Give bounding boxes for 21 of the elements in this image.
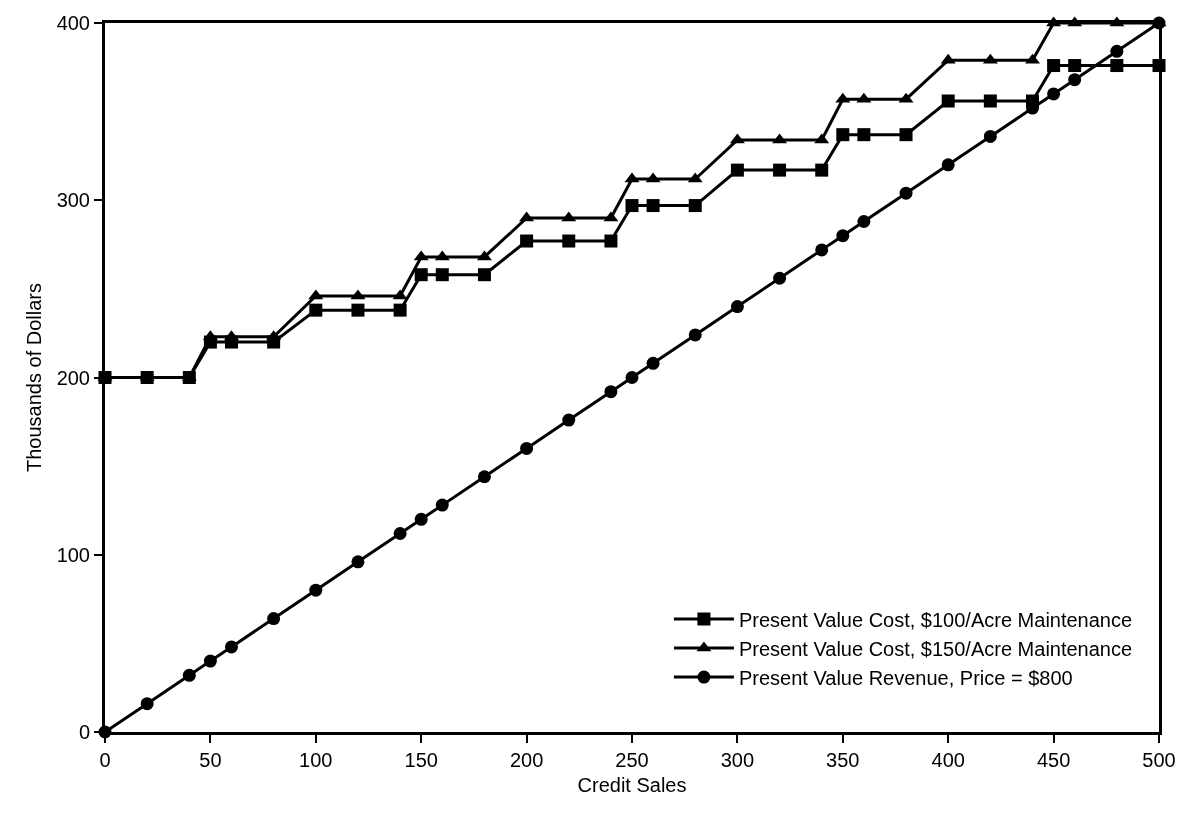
x-tick-label: 450 (1036, 749, 1071, 771)
x-tick-label: 50 (199, 749, 222, 771)
x-tick-label: 400 (931, 749, 965, 771)
x-tick-label: 500 (1142, 749, 1176, 771)
x-tick-label: 100 (299, 749, 333, 771)
x-axis-title: Credit Sales (577, 773, 687, 796)
y-tick-label: 0 (78, 721, 90, 743)
y-tick-label: 100 (56, 543, 90, 566)
x-tick-label: 150 (404, 749, 438, 771)
legend-label: Present Value Cost, $100/Acre Maintenance (738, 608, 1133, 631)
x-tick-label: 200 (509, 749, 544, 771)
legend-label: Present Value Cost, $150/Acre Maintenance (738, 637, 1133, 660)
x-tick-label: 300 (720, 749, 755, 771)
legend-label: Present Value Revenue, Price = $800 (738, 666, 1073, 689)
y-tick-label: 200 (56, 366, 90, 389)
y-tick-label: 300 (56, 189, 90, 212)
x-tick-label: 250 (615, 749, 649, 771)
x-tick-label: 0 (99, 749, 111, 771)
y-tick-label: 400 (56, 12, 90, 34)
y-axis-title: Thousands of Dollars (23, 283, 46, 472)
x-tick-label: 350 (826, 749, 860, 771)
